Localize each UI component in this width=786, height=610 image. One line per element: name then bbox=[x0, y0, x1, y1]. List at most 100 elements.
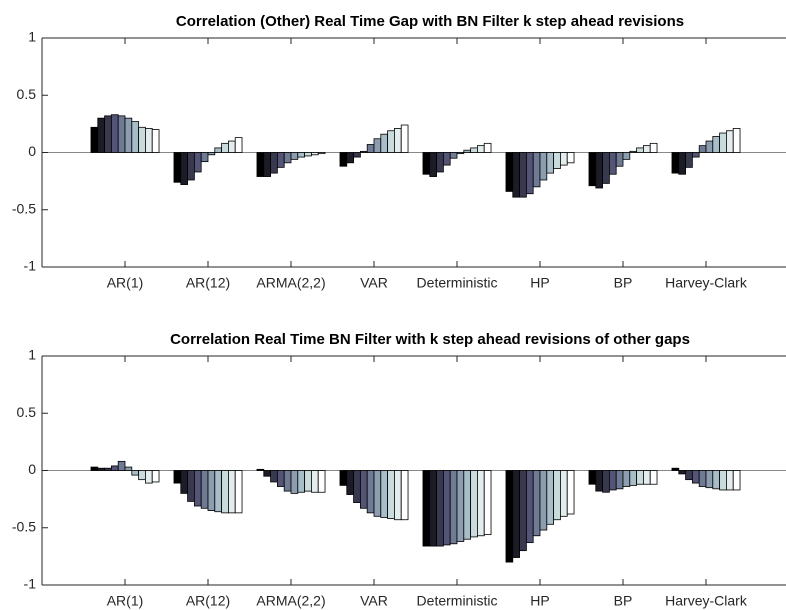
bar bbox=[353, 152, 361, 158]
bar bbox=[685, 470, 693, 481]
bar bbox=[698, 470, 707, 487]
bar bbox=[519, 152, 527, 198]
bar bbox=[712, 136, 721, 153]
bar bbox=[394, 128, 402, 153]
bar bbox=[346, 470, 354, 495]
bar bbox=[726, 470, 734, 491]
bar bbox=[131, 470, 140, 476]
bar bbox=[97, 467, 105, 471]
bar bbox=[732, 128, 741, 153]
bar bbox=[636, 470, 644, 485]
y-tick-label: 1 bbox=[28, 29, 36, 45]
bar bbox=[394, 470, 402, 521]
bar bbox=[553, 152, 561, 169]
bar bbox=[207, 152, 216, 156]
y-tick-label: -0.5 bbox=[12, 200, 36, 216]
bar bbox=[200, 152, 209, 163]
bar bbox=[317, 152, 326, 155]
bar bbox=[566, 470, 575, 515]
bar bbox=[373, 138, 382, 153]
bar bbox=[263, 470, 271, 477]
bar bbox=[671, 467, 680, 471]
bar bbox=[131, 121, 140, 153]
bar bbox=[685, 152, 693, 168]
bar bbox=[436, 152, 444, 173]
bar bbox=[221, 470, 229, 514]
x-tick-label: BP bbox=[614, 275, 633, 291]
bar bbox=[311, 152, 319, 156]
bar bbox=[256, 152, 265, 177]
y-tick-label: -1 bbox=[24, 258, 37, 274]
bar bbox=[207, 470, 216, 511]
bar bbox=[104, 467, 112, 471]
bar bbox=[449, 152, 458, 159]
x-tick-label: AR(12) bbox=[186, 275, 230, 291]
bar bbox=[649, 142, 658, 153]
bar bbox=[566, 152, 575, 164]
bar bbox=[622, 152, 631, 160]
x-tick-label: VAR bbox=[360, 593, 388, 609]
bar bbox=[359, 470, 368, 509]
bar bbox=[256, 468, 265, 471]
bar bbox=[602, 470, 610, 493]
bar bbox=[339, 152, 348, 167]
bar bbox=[124, 117, 133, 153]
x-tick-label: AR(12) bbox=[186, 593, 230, 609]
bar bbox=[304, 152, 312, 157]
bar bbox=[436, 470, 444, 547]
bar bbox=[270, 470, 278, 483]
bar bbox=[588, 152, 597, 187]
bar bbox=[400, 124, 409, 153]
x-tick-label: Harvey-Clark bbox=[665, 275, 748, 291]
bar bbox=[400, 470, 409, 521]
x-tick-label: ARMA(2,2) bbox=[256, 593, 325, 609]
bar bbox=[180, 152, 188, 185]
bar bbox=[429, 152, 437, 177]
bar bbox=[595, 152, 603, 189]
bar bbox=[449, 470, 458, 545]
bar bbox=[187, 470, 195, 502]
bar bbox=[726, 130, 734, 153]
bar bbox=[622, 470, 631, 487]
x-tick-label: Harvey-Clark bbox=[665, 593, 748, 609]
bar bbox=[470, 147, 478, 153]
bar bbox=[678, 470, 686, 475]
bar bbox=[546, 152, 555, 174]
bar bbox=[532, 470, 541, 537]
bar bbox=[173, 152, 182, 183]
bar bbox=[442, 152, 451, 166]
bar bbox=[173, 470, 182, 484]
bar bbox=[373, 470, 382, 517]
bar bbox=[719, 132, 727, 153]
x-tick-label: ARMA(2,2) bbox=[256, 275, 325, 291]
bar bbox=[649, 470, 658, 485]
bar bbox=[615, 470, 624, 490]
bar bbox=[539, 152, 548, 181]
x-tick-label: HP bbox=[530, 275, 549, 291]
x-tick-label: AR(1) bbox=[107, 593, 144, 609]
bar bbox=[276, 470, 285, 487]
bar bbox=[463, 149, 472, 153]
x-tick-label: VAR bbox=[360, 275, 388, 291]
bar bbox=[719, 470, 727, 491]
x-tick-label: Deterministic bbox=[417, 593, 498, 609]
bar bbox=[732, 470, 741, 491]
bar bbox=[234, 470, 243, 514]
bar bbox=[615, 152, 624, 167]
bar bbox=[588, 470, 597, 485]
bar bbox=[145, 128, 153, 153]
bar bbox=[283, 470, 292, 492]
y-tick-label: -0.5 bbox=[12, 518, 36, 534]
bar bbox=[353, 470, 361, 503]
bar bbox=[477, 470, 485, 537]
y-tick-label: 0 bbox=[28, 143, 36, 159]
bar bbox=[608, 152, 617, 175]
bar bbox=[138, 470, 146, 481]
bar bbox=[483, 470, 492, 536]
y-tick-label: 1 bbox=[28, 347, 36, 363]
y-tick-label: 0.5 bbox=[17, 86, 37, 102]
bar bbox=[512, 152, 520, 198]
bar bbox=[359, 150, 368, 153]
